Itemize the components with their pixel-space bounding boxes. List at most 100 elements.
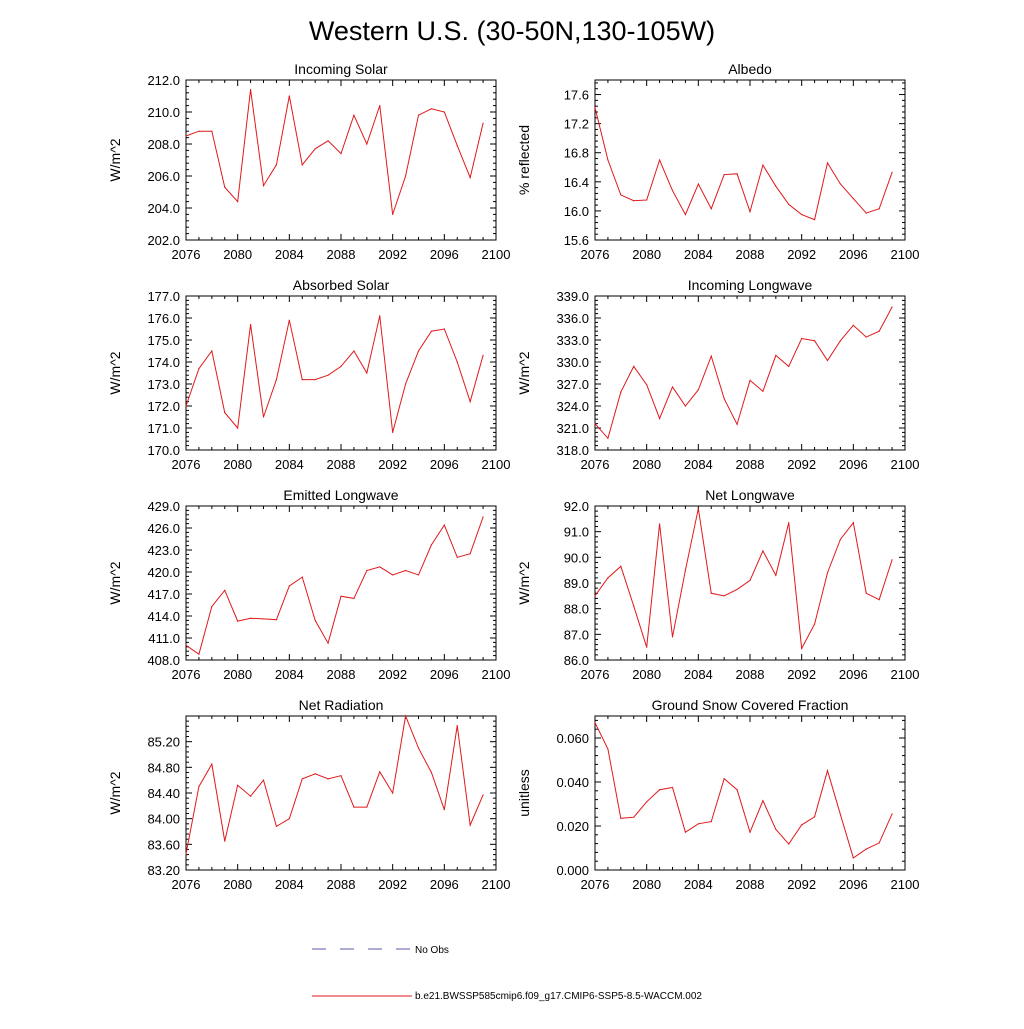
data-point [366, 143, 368, 145]
x-tick-label: 2080 [223, 457, 252, 472]
y-tick-label: 411.0 [148, 631, 180, 646]
data-point [185, 405, 187, 407]
data-point [340, 775, 342, 777]
y-tick-label: 172.0 [147, 399, 180, 414]
x-tick-label: 2092 [787, 877, 816, 892]
series-line [185, 89, 484, 215]
y-tick-label: 0.020 [556, 819, 589, 834]
y-tick-label: 327.0 [556, 377, 589, 392]
y-tick-label: 173.0 [147, 377, 180, 392]
x-tick-label: 2076 [581, 667, 610, 682]
x-tick-label: 2084 [275, 877, 304, 892]
plot-frame [185, 505, 497, 661]
data-point [749, 831, 751, 833]
x-tick-label: 2096 [839, 877, 868, 892]
data-point [762, 550, 764, 552]
data-point [891, 171, 893, 173]
data-point [697, 823, 699, 825]
data-point [430, 771, 433, 774]
data-point [237, 620, 239, 622]
data-point [417, 114, 420, 116]
panels: Incoming Solar W/m^2 2076 2080 2084 2088 2092 2… [107, 61, 919, 892]
data-point [723, 778, 725, 780]
data-point [482, 354, 484, 356]
data-point [314, 379, 316, 381]
data-point [633, 365, 635, 367]
data-point [353, 114, 355, 116]
panel-4: Incoming Longwave W/m^2 2076 2080 2084 2088 20… [516, 277, 919, 472]
data-point [775, 185, 777, 187]
x-tick-label: 2076 [581, 457, 610, 472]
data-point [379, 315, 381, 317]
series-line [594, 107, 893, 221]
data-point [224, 840, 226, 842]
data-point [392, 792, 394, 794]
plot-frame [594, 715, 906, 871]
data-point [469, 401, 471, 403]
data-point [482, 122, 484, 124]
data-point [891, 813, 893, 815]
data-point [697, 389, 699, 391]
data-point [249, 89, 252, 91]
data-point [620, 391, 622, 393]
plot-frame [594, 295, 906, 451]
data-point [249, 324, 252, 326]
data-point [865, 336, 867, 338]
data-point [443, 328, 445, 330]
data-point [198, 368, 200, 370]
x-tick-label: 2100 [482, 877, 511, 892]
data-point [813, 219, 816, 221]
data-point [185, 644, 187, 646]
data-point [211, 605, 213, 608]
data-point [736, 789, 738, 791]
x-tick-label: 2092 [787, 667, 816, 682]
data-point [275, 825, 278, 827]
data-point [404, 175, 407, 177]
data-point [684, 569, 687, 571]
y-tick-label: 15.6 [564, 233, 589, 248]
y-axis-label: unitless [516, 769, 532, 816]
series-line [185, 714, 484, 855]
data-point [620, 194, 622, 196]
y-tick-label: 429.0 [147, 499, 180, 514]
y-axis-label: W/m^2 [516, 561, 532, 604]
panel-6: Net Longwave W/m^2 2076 2080 2084 2088 2092 209… [516, 487, 919, 682]
data-point [288, 95, 290, 97]
y-tick-label: 84.40 [147, 786, 180, 801]
x-tick-label: 2088 [327, 247, 356, 262]
data-point [198, 653, 200, 655]
x-tick-label: 2080 [223, 877, 252, 892]
figure-title: Western U.S. (30-50N,130-105W) [309, 16, 715, 46]
data-point [826, 572, 829, 574]
data-point [353, 806, 355, 808]
data-point [211, 350, 213, 352]
data-point [262, 779, 265, 781]
data-point [456, 145, 458, 147]
y-tick-label: 90.0 [564, 550, 589, 565]
data-point [852, 522, 854, 524]
data-point [430, 108, 433, 110]
data-point [646, 801, 648, 803]
x-tick-label: 2088 [736, 667, 765, 682]
data-point [878, 842, 880, 844]
data-point [340, 153, 342, 155]
x-tick-label: 2076 [172, 877, 201, 892]
data-point [594, 595, 596, 597]
data-point [404, 383, 407, 385]
panel-7: Net Radiation W/m^2 2076 2080 2084 2088 2092 20… [107, 697, 510, 892]
y-axis-label: W/m^2 [107, 561, 123, 604]
data-point [327, 374, 329, 376]
y-tick-label: 171.0 [147, 421, 180, 436]
y-tick-label: 202.0 [147, 233, 180, 248]
y-axis-label: W/m^2 [107, 771, 123, 814]
x-tick-label: 2084 [275, 247, 304, 262]
y-tick-label: 177.0 [147, 289, 180, 304]
x-tick-label: 2080 [223, 667, 252, 682]
data-point [224, 589, 226, 591]
y-tick-label: 170.0 [147, 443, 180, 458]
data-point [891, 306, 893, 308]
x-tick-label: 2076 [172, 247, 201, 262]
data-point [658, 523, 661, 525]
panel-8: Ground Snow Covered Fraction unitless 2076… [516, 697, 919, 892]
y-tick-label: 206.0 [147, 169, 180, 184]
